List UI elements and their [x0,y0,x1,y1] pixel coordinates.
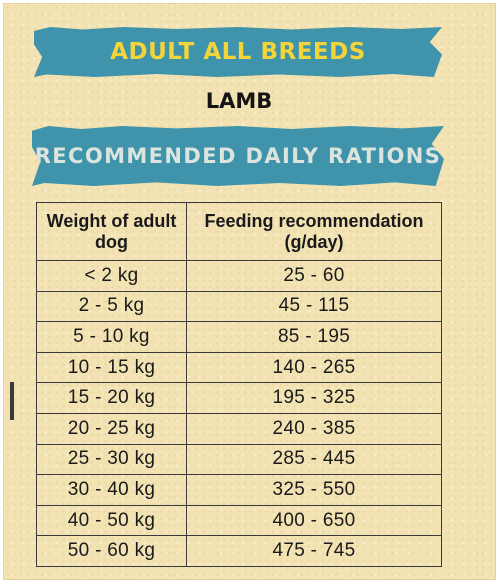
title-banner: ADULT ALL BREEDS [34,27,442,77]
ration-cell: 140 - 265 [186,351,442,384]
ration-card: ADULT ALL BREEDS LAMB RECOMMENDED DAILY … [3,3,496,580]
table-row: 25 - 30 kg 285 - 445 [36,443,442,476]
ration-cell: 45 - 115 [186,290,442,323]
weight-cell: 10 - 15 kg [36,351,187,384]
weight-cell: 5 - 10 kg [36,321,187,353]
ration-cell: 475 - 745 [186,535,442,567]
table-row: 40 - 50 kg 400 - 650 [36,504,442,537]
ration-cell: 240 - 385 [186,412,442,445]
weight-cell: 2 - 5 kg [36,290,187,323]
ration-table: Weight of adult dog Feeding recommendati… [36,202,442,567]
table-row: 10 - 15 kg 140 - 265 [36,351,442,384]
banner-subtitle: RECOMMENDED DAILY RATIONS [34,144,442,168]
flavor-label: LAMB [205,89,273,113]
table-row: 5 - 10 kg 85 - 195 [36,321,442,353]
edge-marker [10,382,14,420]
table-row: 15 - 20 kg 195 - 325 [36,382,442,414]
ration-cell: 85 - 195 [186,321,442,353]
weight-cell: 25 - 30 kg [36,443,187,476]
ration-cell: 285 - 445 [186,443,442,476]
table-header-row: Weight of adult dog Feeding recommendati… [36,202,442,261]
weight-cell: 30 - 40 kg [36,474,187,506]
weight-cell: 15 - 20 kg [36,382,187,414]
weight-cell: < 2 kg [36,260,187,292]
table-row: 30 - 40 kg 325 - 550 [36,474,442,506]
header-feeding: Feeding recommendation (g/day) [186,202,442,261]
table-row: 2 - 5 kg 45 - 115 [36,290,442,323]
weight-cell: 20 - 25 kg [36,412,187,445]
ration-cell: 325 - 550 [186,474,442,506]
banner-title: ADULT ALL BREEDS [110,39,366,65]
ration-cell: 195 - 325 [186,382,442,414]
header-weight: Weight of adult dog [36,202,187,261]
ration-cell: 25 - 60 [186,260,442,292]
table-row: 50 - 60 kg 475 - 745 [36,535,442,567]
table-row: < 2 kg 25 - 60 [36,260,442,292]
weight-cell: 40 - 50 kg [36,504,187,537]
table-row: 20 - 25 kg 240 - 385 [36,412,442,445]
ration-cell: 400 - 650 [186,504,442,537]
subtitle-banner: RECOMMENDED DAILY RATIONS [32,126,444,186]
weight-cell: 50 - 60 kg [36,535,187,567]
